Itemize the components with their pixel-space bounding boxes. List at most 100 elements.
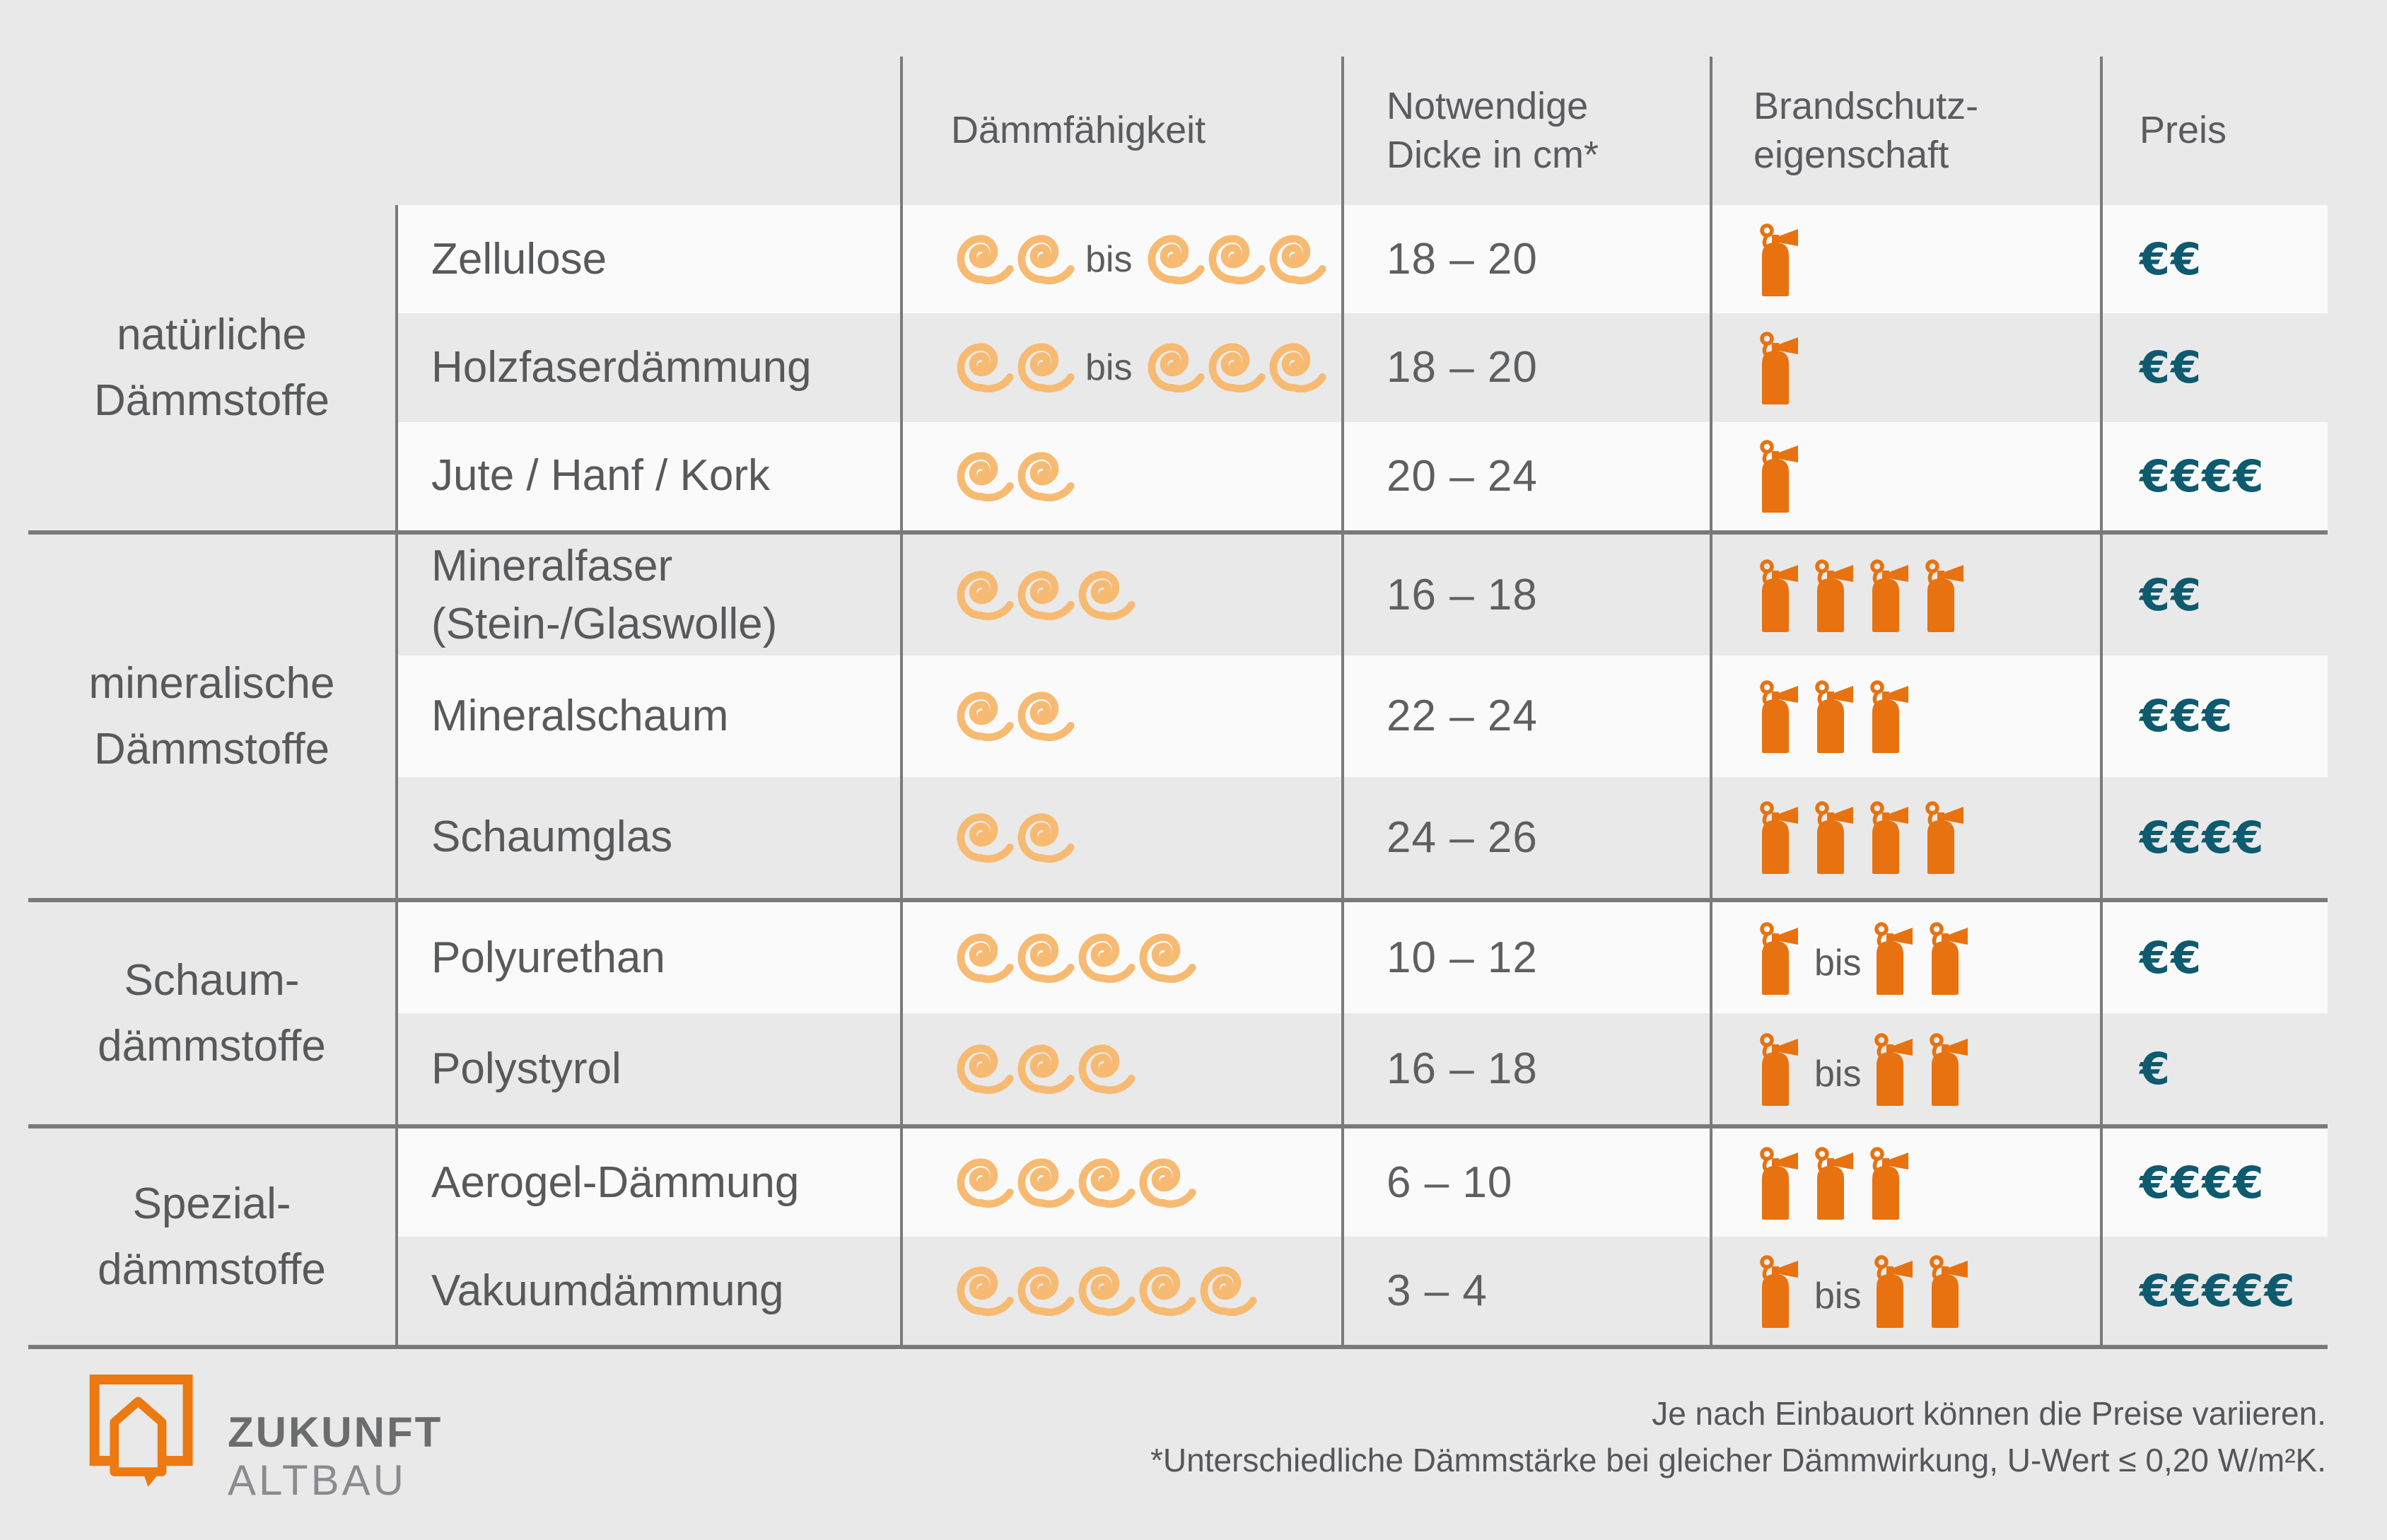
- material-cell: Zellulose: [398, 205, 900, 313]
- fire-protection-cell: bis: [1710, 1237, 2100, 1345]
- fire-protection-cell: [1710, 655, 2100, 777]
- fire-extinguisher-icon: [1809, 1146, 1858, 1220]
- header-fire-protection: Brandschutz- eigenschaft: [1710, 57, 2100, 205]
- price-value: €€: [2140, 932, 2202, 984]
- fire-extinguisher-icon: [1923, 921, 1973, 995]
- thickness-cell: 20 – 24: [1341, 421, 1710, 530]
- material-group: Spezial- dämmstoffe Aerogel-Dämmung 6 – 10…: [28, 1124, 2328, 1345]
- insulation-spiral-icon: [951, 1263, 1017, 1319]
- insulation-spiral-icon: [1012, 339, 1078, 395]
- category-label: mineralische Dämmstoffe: [88, 659, 335, 774]
- material-cell: Jute / Hanf / Kork: [398, 422, 900, 530]
- logo-text: ZUKUNFT ALTBAU: [228, 1408, 443, 1505]
- insulation-spiral-icon: [1133, 1155, 1200, 1211]
- thickness-cell: 16 – 18: [1341, 535, 1710, 656]
- price-value: €€€€: [2140, 1157, 2265, 1208]
- table-row: Schaumglas 24 – 26 €€€€: [398, 776, 2328, 898]
- group-rows: Mineralfaser (Stein-/Glaswolle) 16 – 18 €€…: [398, 535, 2328, 898]
- price-value: €€: [2140, 233, 2202, 286]
- price-cell: €€€: [2100, 655, 2328, 777]
- thickness-value: 24 – 26: [1387, 812, 1538, 862]
- bis-label: bis: [1814, 942, 1862, 984]
- insulation-spiral-icon: [951, 567, 1017, 623]
- insulation-spiral-icon: [951, 810, 1017, 865]
- price-cell: €€: [2100, 902, 2328, 1013]
- footnote-price-note: Je nach Einbauort können die Preise vari…: [1652, 1395, 2326, 1432]
- category-cell: Spezial- dämmstoffe: [28, 1128, 398, 1345]
- fire-protection-cell: [1710, 776, 2100, 898]
- price-cell: €€€€: [2100, 1128, 2328, 1237]
- material-cell: Polyurethan: [398, 902, 900, 1013]
- bis-label: bis: [1085, 238, 1133, 280]
- insulation-spiral-icon: [1133, 1263, 1200, 1319]
- thickness-value: 3 – 4: [1387, 1266, 1488, 1315]
- header-spacer: [28, 57, 900, 205]
- price-cell: €€€€€: [2100, 1237, 2328, 1345]
- material-name: Polystyrol: [431, 1044, 621, 1093]
- insulation-rating-cell: [900, 1128, 1341, 1237]
- thickness-value: 16 – 18: [1387, 571, 1538, 620]
- table-row: Zellulose bis 18 – 20 €€: [398, 205, 2328, 314]
- fire-extinguisher-icon: [1923, 1254, 1973, 1328]
- bis-label: bis: [1085, 346, 1133, 388]
- insulation-spiral-icon: [1073, 1155, 1139, 1211]
- thickness-value: 20 – 24: [1387, 451, 1538, 501]
- material-name: Aerogel-Dämmung: [431, 1157, 800, 1207]
- insulation-rating-cell: [900, 421, 1341, 530]
- insulation-spiral-icon: [1012, 810, 1078, 865]
- category-cell: Schaum- dämmstoffe: [28, 902, 398, 1124]
- fire-extinguisher-icon: [1919, 800, 1968, 875]
- material-cell: Mineralschaum: [398, 655, 900, 776]
- insulation-rating-cell: bis: [900, 205, 1341, 314]
- fire-extinguisher-icon: [1868, 1254, 1918, 1328]
- insulation-spiral-icon: [1012, 930, 1078, 986]
- thickness-cell: 6 – 10: [1341, 1128, 1710, 1237]
- bis-label: bis: [1814, 1275, 1862, 1317]
- fire-extinguisher-icon: [1868, 1032, 1918, 1106]
- price-cell: €€: [2100, 313, 2328, 422]
- insulation-spiral-icon: [1012, 688, 1078, 744]
- thickness-value: 10 – 12: [1387, 933, 1538, 982]
- insulation-rating-cell: [900, 655, 1341, 777]
- fire-protection-cell: bis: [1710, 902, 2100, 1013]
- material-name: Schaumglas: [431, 812, 673, 862]
- insulation-spiral-icon: [1194, 1263, 1261, 1319]
- fire-extinguisher-icon: [1864, 1146, 1913, 1220]
- material-cell: Polystyrol: [398, 1013, 900, 1124]
- material-name: Holzfaserdämmung: [431, 343, 812, 392]
- insulation-spiral-icon: [1203, 339, 1269, 395]
- price-value: €€€€: [2140, 450, 2265, 502]
- fire-extinguisher-icon: [1753, 1032, 1803, 1106]
- fire-protection-cell: [1710, 313, 2100, 422]
- material-name: Mineralfaser (Stein-/Glaswolle): [431, 541, 778, 648]
- thickness-cell: 22 – 24: [1341, 655, 1710, 777]
- insulation-spiral-icon: [951, 1155, 1017, 1211]
- thickness-value: 16 – 18: [1387, 1044, 1538, 1093]
- fire-protection-cell: [1710, 205, 2100, 314]
- table-header-row: Dämmfähigkeit Notwendige Dicke in cm* Br…: [28, 57, 2328, 205]
- insulation-spiral-icon: [1073, 1263, 1139, 1319]
- insulation-spiral-icon: [951, 448, 1017, 504]
- price-cell: €€: [2100, 205, 2328, 314]
- header-price: Preis: [2100, 57, 2328, 205]
- insulation-spiral-icon: [1073, 930, 1139, 986]
- fire-extinguisher-icon: [1753, 679, 1803, 753]
- thickness-cell: 18 – 20: [1341, 205, 1710, 314]
- insulation-spiral-icon: [951, 1041, 1017, 1097]
- insulation-comparison-table: Dämmfähigkeit Notwendige Dicke in cm* Br…: [28, 57, 2328, 1349]
- table-row: Mineralfaser (Stein-/Glaswolle) 16 – 18 €€: [398, 535, 2328, 656]
- price-cell: €€: [2100, 535, 2328, 656]
- fire-extinguisher-icon: [1919, 559, 1968, 632]
- insulation-rating-cell: [900, 1237, 1341, 1345]
- insulation-rating-cell: [900, 902, 1341, 1013]
- group-rows: Aerogel-Dämmung 6 – 10 €€€€ Vakuumdämmung 3 …: [398, 1128, 2328, 1345]
- thickness-cell: 16 – 18: [1341, 1013, 1710, 1124]
- insulation-spiral-icon: [1012, 448, 1078, 504]
- price-value: €€€€: [2140, 811, 2265, 863]
- fire-extinguisher-icon: [1753, 223, 1803, 296]
- category-label: natürliche Dämmstoffe: [93, 310, 330, 425]
- material-group: mineralische Dämmstoffe Mineralfaser (Ste…: [28, 530, 2328, 898]
- fire-extinguisher-icon: [1809, 679, 1858, 753]
- logo-line-zukunft: ZUKUNFT: [228, 1408, 443, 1456]
- fire-protection-cell: [1710, 535, 2100, 656]
